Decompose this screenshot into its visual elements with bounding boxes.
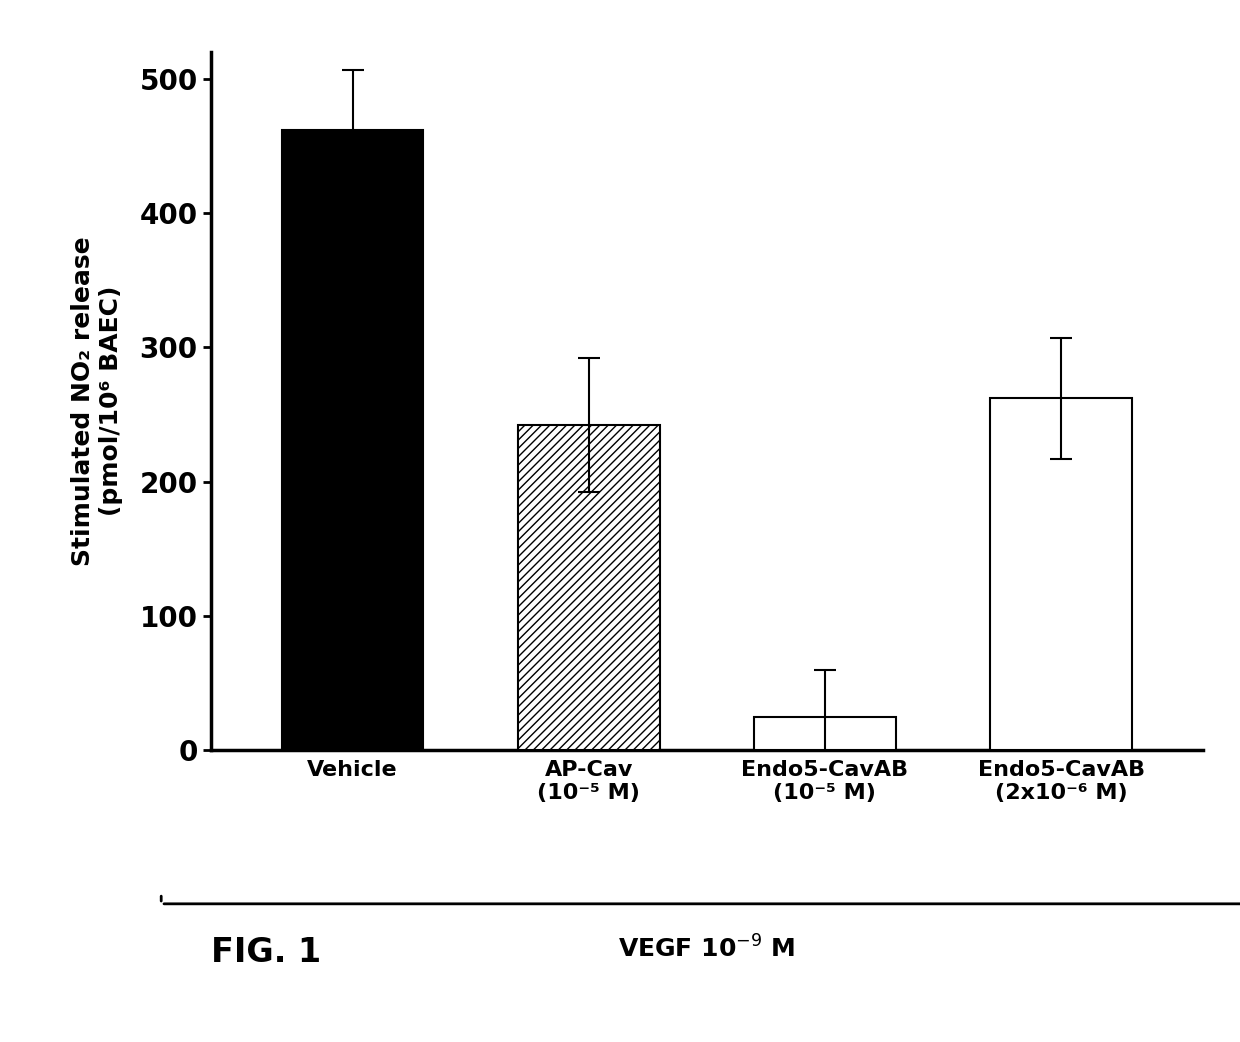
Text: VEGF 10$^{-9}$ M: VEGF 10$^{-9}$ M	[618, 936, 796, 963]
Y-axis label: Stimulated NO₂ release
(pmol/10⁶ BAEC): Stimulated NO₂ release (pmol/10⁶ BAEC)	[71, 237, 123, 566]
Bar	[518, 425, 660, 750]
Bar	[281, 130, 423, 750]
Bar	[754, 717, 895, 750]
Text: FIG. 1: FIG. 1	[211, 936, 321, 969]
Bar	[991, 398, 1132, 750]
